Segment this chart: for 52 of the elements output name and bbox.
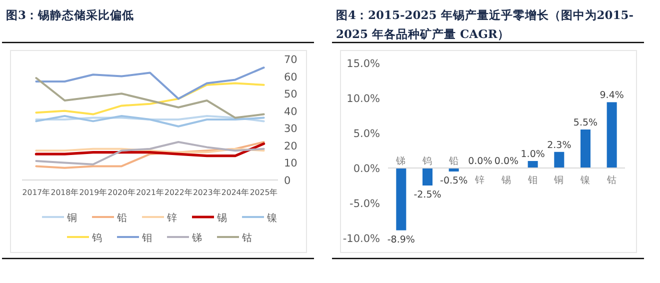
legend-label: 钼 bbox=[141, 233, 152, 244]
legend-label: 镍 bbox=[266, 212, 277, 224]
chart-title: 图3：锡静态储采比偏低 bbox=[6, 7, 136, 24]
y-tick-label: 0 bbox=[284, 175, 291, 187]
data-label: 0.0% bbox=[468, 156, 492, 167]
y-tick-label: 15.0% bbox=[346, 58, 380, 70]
x-tick-label: 钴 bbox=[606, 174, 617, 186]
line-series bbox=[35, 115, 265, 128]
legend-label: 铜 bbox=[66, 213, 77, 224]
x-tick-label: 铅 bbox=[448, 156, 459, 167]
x-tick-label: 钨 bbox=[422, 156, 432, 167]
legend-label: 锡 bbox=[216, 213, 227, 224]
y-tick-label: 0.0% bbox=[353, 163, 380, 175]
bar bbox=[606, 102, 617, 168]
y-tick-label: 50 bbox=[284, 88, 298, 101]
y-tick-label: -10.0% bbox=[342, 233, 380, 245]
legend-label: 钴 bbox=[241, 232, 252, 244]
bar bbox=[528, 161, 538, 168]
data-label: -0.5% bbox=[440, 176, 468, 186]
y-tick-label: 10.0% bbox=[346, 93, 380, 105]
y-tick-label: 40 bbox=[284, 106, 298, 118]
line-series bbox=[35, 66, 265, 100]
data-label: -2.5% bbox=[414, 190, 442, 200]
line-series bbox=[34, 142, 266, 158]
y-tick-label: -5.0% bbox=[350, 198, 380, 210]
legend-label: 锌 bbox=[166, 212, 177, 224]
legend-label: 锑 bbox=[191, 232, 202, 244]
data-label: 2.3% bbox=[547, 140, 572, 151]
y-tick-label: 5.0% bbox=[353, 128, 380, 140]
x-tick-label: 锑 bbox=[395, 155, 406, 167]
x-tick-label: 镍 bbox=[580, 174, 590, 186]
chart-title: 图4：2015-2025 年锡产量近乎零增长（图中为2015-2025 年各品种矿产量 CAGR） bbox=[336, 7, 635, 43]
bar bbox=[554, 152, 564, 168]
y-tick-label: 20 bbox=[284, 140, 298, 152]
y-tick-label: 10 bbox=[284, 158, 298, 170]
x-tick-label: 钼 bbox=[526, 175, 538, 186]
legend-label: 铅 bbox=[116, 213, 127, 224]
data-label: 0.0% bbox=[494, 156, 519, 167]
bar bbox=[580, 130, 591, 168]
x-tick-label: 锌 bbox=[474, 174, 486, 186]
y-tick-label: 30 bbox=[284, 123, 298, 136]
y-tick-label: 60 bbox=[284, 71, 298, 84]
data-label: -8.9% bbox=[387, 234, 415, 246]
x-tick-label: 铜 bbox=[553, 175, 564, 186]
data-label: 1.0% bbox=[520, 149, 545, 160]
x-tick-label: 锡 bbox=[500, 175, 512, 186]
bar bbox=[422, 168, 433, 186]
legend-label: 钨 bbox=[91, 233, 102, 244]
bar bbox=[396, 168, 406, 230]
data-label: 9.4% bbox=[600, 90, 624, 102]
y-tick-label: 70 bbox=[284, 54, 298, 66]
data-label: 5.5% bbox=[573, 118, 598, 128]
